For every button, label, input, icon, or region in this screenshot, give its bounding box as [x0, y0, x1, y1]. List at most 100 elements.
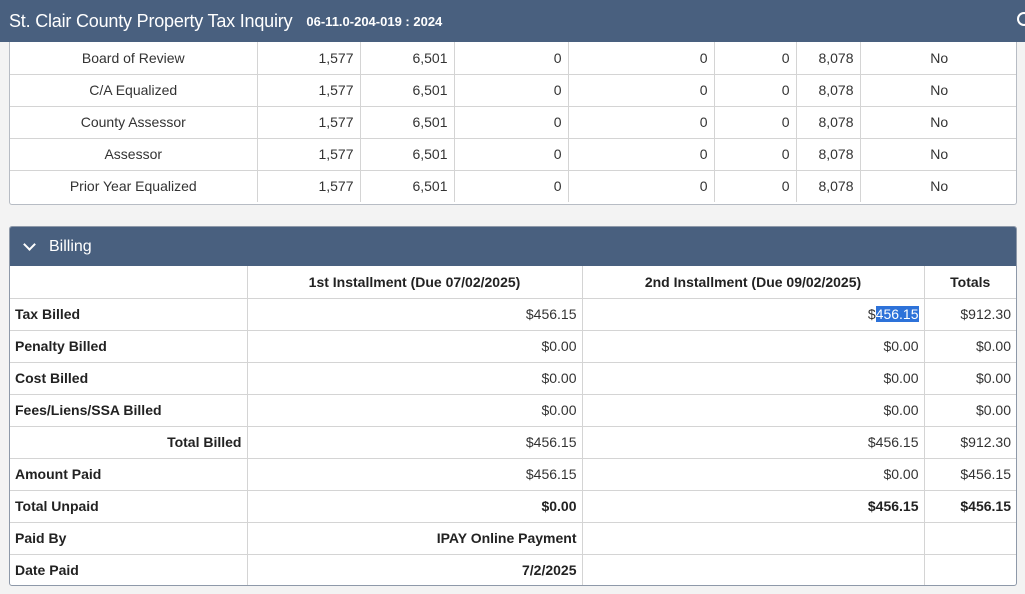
assessment-value: 1,577	[257, 170, 361, 202]
second-installment-value: $0.00	[582, 330, 925, 363]
second-installment-header: 2nd Installment (Due 09/02/2025)	[582, 266, 925, 299]
app-header: St. Clair County Property Tax Inquiry 06…	[0, 0, 1025, 42]
first-installment-value: $0.00	[247, 490, 583, 523]
total-value: $0.00	[924, 394, 1016, 427]
assessment-value: 0	[568, 74, 715, 107]
billing-section-header[interactable]: Billing	[10, 227, 1016, 266]
assessment-value: 0	[454, 138, 569, 171]
assessment-row: Board of Review 1,577 6,501 0 0 0 8,078 No	[10, 42, 1016, 75]
second-installment-value	[582, 522, 925, 555]
billing-header-blank	[10, 266, 248, 299]
row-label: Fees/Liens/SSA Billed	[10, 394, 248, 427]
assessment-row: Assessor 1,577 6,501 0 0 0 8,078 No	[10, 138, 1016, 171]
assessment-type-label: Prior Year Equalized	[10, 170, 258, 202]
second-installment-value: $0.00	[582, 394, 925, 427]
assessment-value: 6,501	[360, 106, 455, 139]
assessment-value: 6,501	[360, 170, 455, 202]
total-billed-row: Total Billed $456.15 $456.15 $912.30	[10, 426, 1016, 459]
assessment-value: 8,078	[796, 138, 861, 171]
assessment-row: C/A Equalized 1,577 6,501 0 0 0 8,078 No	[10, 74, 1016, 107]
first-installment-value: 7/2/2025	[247, 554, 583, 585]
app-title: St. Clair County Property Tax Inquiry	[9, 10, 293, 31]
assessment-value: 0	[714, 42, 797, 75]
assessment-value: 0	[714, 74, 797, 107]
assessment-flag: No	[930, 178, 949, 195]
assessment-value: 0	[568, 42, 715, 75]
total-value: $0.00	[924, 330, 1016, 363]
assessment-value: 1,577	[257, 74, 361, 107]
second-installment-value: $0.00	[582, 458, 925, 491]
row-label: Total Unpaid	[10, 490, 248, 523]
billing-panel: Billing 1st Installment (Due 07/02/2025)…	[9, 226, 1017, 586]
billing-header-row: 1st Installment (Due 07/02/2025) 2nd Ins…	[10, 266, 1016, 299]
second-installment-value: $456.15	[582, 426, 925, 459]
assessment-value: 0	[714, 106, 797, 139]
assessment-value: 0	[454, 74, 569, 107]
row-label: Date Paid	[10, 554, 248, 585]
assessment-value: 0	[454, 42, 569, 75]
first-installment-value: $456.15	[247, 458, 583, 491]
assessment-flag: No	[860, 74, 1016, 107]
assessment-value: 8,078	[796, 42, 861, 75]
assessment-value: 1,577	[257, 106, 361, 139]
billing-section-title: Billing	[49, 237, 92, 255]
cost-billed-row: Cost Billed $0.00 $0.00 $0.00	[10, 362, 1016, 395]
assessment-value: 8,078	[796, 74, 861, 107]
row-label: Amount Paid	[10, 458, 248, 491]
assessment-value: 6,501	[360, 42, 455, 75]
penalty-billed-row: Penalty Billed $0.00 $0.00 $0.00	[10, 330, 1016, 363]
total-value: $456.15	[924, 458, 1016, 491]
billing-table: 1st Installment (Due 07/02/2025) 2nd Ins…	[10, 266, 1016, 585]
assessment-value: 1,577	[257, 138, 361, 171]
totals-header: Totals	[924, 266, 1016, 299]
assessment-value: 0	[454, 170, 569, 202]
assessment-row: Prior Year Equalized 1,577 6,501 0 0 0 8,078 No	[10, 170, 1016, 202]
total-value: $912.30	[924, 298, 1016, 331]
assessment-flag: No	[860, 106, 1016, 139]
assessment-flag: No	[860, 42, 1016, 75]
circle-icon[interactable]	[1017, 12, 1025, 26]
first-installment-value: $0.00	[247, 330, 583, 363]
paid-by-row: Paid By IPAY Online Payment	[10, 522, 1016, 555]
assessment-value: 8,078	[796, 106, 861, 139]
assessment-type-label: Assessor	[10, 138, 258, 171]
assessment-value: 0	[568, 106, 715, 139]
second-installment-value	[582, 554, 925, 585]
row-label: Paid By	[10, 522, 248, 555]
row-label: Total Billed	[10, 426, 248, 459]
tax-billed-row: Tax Billed $456.15 $456.15 $912.30	[10, 298, 1016, 331]
assessment-table-panel: Board of Review 1,577 6,501 0 0 0 8,078 No C/A E…	[9, 42, 1017, 205]
first-installment-value: $0.00	[247, 394, 583, 427]
second-installment-value[interactable]: $456.15	[582, 298, 925, 331]
assessment-value: 6,501	[360, 138, 455, 171]
total-value: $912.30	[924, 426, 1016, 459]
first-installment-header: 1st Installment (Due 07/02/2025)	[247, 266, 583, 299]
assessment-value: 0	[714, 138, 797, 171]
fees-billed-row: Fees/Liens/SSA Billed $0.00 $0.00 $0.00	[10, 394, 1016, 427]
assessment-table: Board of Review 1,577 6,501 0 0 0 8,078 No C/A E…	[10, 42, 1016, 202]
chevron-down-icon	[23, 237, 36, 251]
assessment-type-label: County Assessor	[10, 106, 258, 139]
assessment-value: 6,501	[360, 74, 455, 107]
second-installment-value: $456.15	[582, 490, 925, 523]
total-value	[924, 554, 1016, 585]
second-installment-value: $0.00	[582, 362, 925, 395]
total-value	[924, 522, 1016, 555]
assessment-type-label: Board of Review	[10, 42, 258, 75]
row-label: Cost Billed	[10, 362, 248, 395]
total-value: $456.15	[924, 490, 1016, 523]
assessment-value: 8,078	[796, 170, 861, 202]
assessment-row: County Assessor 1,577 6,501 0 0 0 8,078 No	[10, 106, 1016, 139]
date-paid-row: Date Paid 7/2/2025	[10, 554, 1016, 585]
first-installment-value: $0.00	[247, 362, 583, 395]
amount-paid-row: Amount Paid $456.15 $0.00 $456.15	[10, 458, 1016, 491]
first-installment-value: $456.15	[247, 298, 583, 331]
assessment-flag: No	[860, 138, 1016, 171]
total-unpaid-row: Total Unpaid $0.00 $456.15 $456.15	[10, 490, 1016, 523]
assessment-value: 0	[714, 170, 797, 202]
total-value: $0.00	[924, 362, 1016, 395]
assessment-value: 0	[568, 170, 715, 202]
selected-text[interactable]: 456.15	[875, 306, 919, 322]
row-label: Tax Billed	[10, 298, 248, 331]
row-label: Penalty Billed	[10, 330, 248, 363]
